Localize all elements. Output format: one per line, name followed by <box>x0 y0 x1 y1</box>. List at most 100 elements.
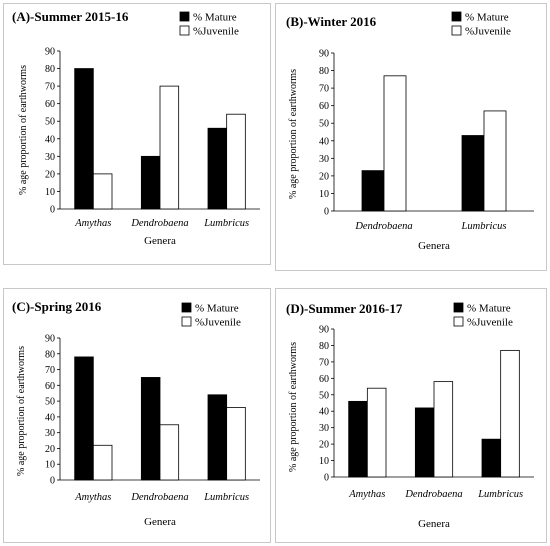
y-tick-label: 40 <box>45 412 55 423</box>
y-tick-label: 60 <box>319 101 329 112</box>
chart-b: (B)-Winter 2016 % Mature %Juvenile 0 10 20 30 4… <box>286 12 534 252</box>
bar-mature-lumbricus <box>461 135 485 212</box>
y-tick-label: 0 <box>50 476 55 487</box>
bar-juvenile-dendrobaena <box>159 424 180 481</box>
y-tick-label: 80 <box>319 66 329 77</box>
y-tick-label: 80 <box>319 341 329 352</box>
x-tick-label: Lumbricus <box>203 218 249 229</box>
panel-a: (A)-Summer 2015-16 % Mature %Juvenile 0 10 20… <box>3 3 271 265</box>
legend-swatch-juvenile <box>453 316 464 327</box>
chart-title: (D)-Summer 2016-17 <box>286 301 403 316</box>
chart-title: (A)-Summer 2015-16 <box>12 9 129 24</box>
legend-label-juvenile: %Juvenile <box>467 317 513 329</box>
panel-d: (D)-Summer 2016-17 % Mature %Juvenile 0 10 20… <box>275 288 547 543</box>
bar-mature-amythas <box>74 68 94 210</box>
y-tick-label: 30 <box>45 428 55 439</box>
chart-title: (B)-Winter 2016 <box>286 14 377 29</box>
x-axis-label: Genera <box>144 516 176 528</box>
x-axis-label: Genera <box>418 240 450 252</box>
bar-mature-dendrobaena <box>140 155 161 210</box>
panel-c: (C)-Spring 2016 % Mature %Juvenile 0 10 20 30 4… <box>3 288 271 543</box>
y-tick-label: 20 <box>45 444 55 455</box>
y-tick-label: 90 <box>319 325 329 336</box>
legend-label-mature: % Mature <box>193 12 237 24</box>
bar-mature-amythas <box>74 356 94 481</box>
bar-mature-dendrobaena <box>361 170 385 212</box>
bar-juvenile-lumbricus <box>500 349 520 478</box>
y-tick-label: 30 <box>319 154 329 165</box>
bar-mature-lumbricus <box>207 394 228 481</box>
y-tick-label: 30 <box>319 423 329 434</box>
bar-mature-lumbricus <box>481 438 502 478</box>
legend-label-mature: % Mature <box>465 12 509 24</box>
panel-b: (B)-Winter 2016 % Mature %Juvenile 0 10 20 30 4… <box>275 3 547 271</box>
bar-juvenile-amythas <box>366 387 387 478</box>
y-axis-label: % age proportion of earthworms <box>18 65 29 195</box>
x-tick-label: Amythas <box>348 489 385 500</box>
legend-label-mature: % Mature <box>467 303 511 315</box>
bar-mature-dendrobaena <box>140 377 161 481</box>
y-tick-label: 60 <box>45 99 55 110</box>
y-tick-label: 80 <box>45 349 55 360</box>
y-tick-label: 40 <box>319 407 329 418</box>
x-tick-label: Lumbricus <box>477 489 523 500</box>
y-tick-label: 0 <box>50 205 55 216</box>
y-axis-label: % age proportion of earthworms <box>16 346 27 476</box>
y-tick-label: 90 <box>45 334 55 345</box>
bar-juvenile-amythas <box>92 444 113 481</box>
chart-a: (A)-Summer 2015-16 % Mature %Juvenile 0 10 20… <box>12 9 260 247</box>
x-axis-label: Genera <box>144 235 176 247</box>
y-tick-label: 20 <box>319 171 329 182</box>
legend-label-mature: % Mature <box>195 303 239 315</box>
y-tick-label: 0 <box>324 473 329 484</box>
y-tick-label: 60 <box>45 381 55 392</box>
x-tick-label: Amythas <box>74 492 111 503</box>
y-tick-label: 20 <box>319 440 329 451</box>
y-tick-label: 30 <box>45 152 55 163</box>
x-tick-label: Dendrobaena <box>354 221 412 232</box>
x-tick-label: Lumbricus <box>203 492 249 503</box>
y-tick-label: 60 <box>319 374 329 385</box>
bar-juvenile-dendrobaena <box>433 381 454 478</box>
legend-label-juvenile: %Juvenile <box>193 26 239 38</box>
bar-mature-lumbricus <box>207 127 228 210</box>
y-tick-label: 70 <box>45 365 55 376</box>
y-tick-label: 70 <box>319 84 329 95</box>
y-tick-label: 40 <box>45 134 55 145</box>
y-tick-label: 0 <box>324 207 329 218</box>
bar-juvenile-lumbricus <box>226 113 246 210</box>
y-tick-label: 70 <box>45 82 55 93</box>
y-tick-label: 90 <box>45 47 55 58</box>
bar-juvenile-dendrobaena <box>383 75 407 212</box>
chart-c: (C)-Spring 2016 % Mature %Juvenile 0 10 20 30 4… <box>12 299 260 528</box>
bar-juvenile-lumbricus <box>483 110 507 212</box>
legend-swatch-juvenile <box>181 316 192 327</box>
y-tick-label: 50 <box>319 390 329 401</box>
legend-label-juvenile: %Juvenile <box>465 26 511 38</box>
y-tick-label: 50 <box>45 117 55 128</box>
y-tick-label: 10 <box>45 187 55 198</box>
y-axis-label: % age proportion of earthworms <box>288 342 299 472</box>
x-tick-label: Amythas <box>74 218 111 229</box>
legend-label-juvenile: %Juvenile <box>195 317 241 329</box>
y-tick-label: 20 <box>45 169 55 180</box>
y-tick-label: 50 <box>319 119 329 130</box>
y-tick-label: 40 <box>319 136 329 147</box>
y-tick-label: 80 <box>45 64 55 75</box>
y-tick-label: 70 <box>319 357 329 368</box>
y-tick-label: 90 <box>319 49 329 60</box>
chart-title: (C)-Spring 2016 <box>12 299 102 314</box>
y-tick-label: 50 <box>45 397 55 408</box>
x-tick-label: Dendrobaena <box>130 492 188 503</box>
x-tick-label: Lumbricus <box>461 221 507 232</box>
x-tick-label: Dendrobaena <box>130 218 188 229</box>
bar-mature-dendrobaena <box>414 407 435 478</box>
y-tick-label: 10 <box>45 460 55 471</box>
legend-swatch-mature <box>181 302 192 313</box>
y-tick-label: 10 <box>319 456 329 467</box>
x-axis-label: Genera <box>418 518 450 530</box>
legend-swatch-mature <box>453 302 464 313</box>
bar-juvenile-amythas <box>92 173 113 210</box>
chart-d: (D)-Summer 2016-17 % Mature %Juvenile 0 10 20… <box>286 301 534 530</box>
legend-swatch-mature <box>179 11 190 22</box>
